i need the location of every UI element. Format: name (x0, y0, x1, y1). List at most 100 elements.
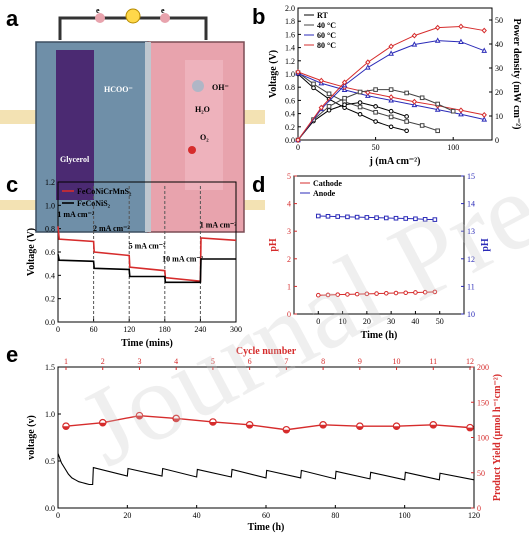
data-point (411, 101, 418, 108)
data-point (422, 289, 428, 295)
y-tick-label: 0.0 (285, 136, 295, 145)
current-density-label: 1 mA cm⁻² (57, 210, 94, 219)
h2o-label: H₂O (195, 105, 210, 114)
y2-tick-label: 0 (477, 504, 481, 513)
data-point (318, 104, 324, 111)
data-point (458, 38, 464, 44)
data-point (393, 426, 400, 430)
x2-tick-label: 5 (211, 357, 215, 366)
data-point (432, 289, 438, 295)
data-point (283, 429, 290, 433)
x-tick-label: 60 (90, 325, 98, 334)
x-axis-title: Time (h) (361, 330, 398, 341)
data-point (393, 215, 399, 221)
x-tick-label: 100 (399, 511, 411, 520)
data-point (136, 415, 143, 419)
lightbulb-icon (125, 8, 141, 24)
current-density-label: 2 mA cm⁻² (93, 224, 130, 233)
data-point (172, 418, 180, 422)
data-point (411, 32, 418, 39)
y-tick-label: 0.0 (45, 504, 55, 513)
o2-label: O₂ (200, 133, 209, 142)
x2-tick-label: 10 (393, 357, 401, 366)
x-tick-label: 120 (468, 511, 480, 520)
data-point (432, 217, 438, 222)
y2-tick-label: 20 (495, 88, 503, 97)
y2-axis-title: Product Yield (μmol h⁻¹cm⁻²) (492, 374, 503, 501)
y-tick-label: 1.6 (285, 30, 295, 39)
data-point (481, 47, 488, 53)
data-point (315, 292, 321, 298)
data-point (374, 291, 379, 296)
data-point (325, 292, 331, 298)
x-tick-label: 20 (363, 317, 371, 326)
plot-frame (293, 175, 465, 315)
x2-tick-label: 3 (137, 357, 141, 366)
x-tick-label: 80 (331, 511, 339, 520)
electron-label: e (161, 6, 165, 15)
y-tick-label: 1.4 (285, 44, 295, 53)
data-point (99, 422, 106, 426)
data-point (411, 98, 418, 105)
data-point (413, 290, 418, 295)
x2-tick-label: 7 (284, 357, 288, 366)
data-point (295, 137, 301, 143)
current-density-label: 1 mA cm⁻² (200, 221, 237, 230)
legend-label: RT (317, 11, 328, 20)
x2-tick-label: 1 (64, 357, 68, 366)
electron-label: e (96, 6, 100, 15)
x2-tick-label: 11 (429, 357, 437, 366)
data-point (326, 107, 332, 113)
data-point (435, 24, 441, 31)
membrane (145, 42, 151, 232)
panel-letter-d: d (252, 172, 265, 197)
y-tick-label: 0.4 (45, 271, 55, 280)
x-tick-label: 120 (123, 325, 135, 334)
series-line (65, 414, 471, 431)
data-point (419, 123, 425, 128)
data-point (356, 426, 364, 430)
y-tick-label: 4 (287, 200, 291, 209)
series-line (297, 72, 438, 132)
data-point (435, 128, 440, 134)
data-point (422, 217, 428, 222)
data-point (388, 43, 394, 50)
data-point (357, 100, 363, 105)
x2-tick-label: 6 (248, 357, 252, 366)
y-tick-label: 2 (287, 255, 291, 264)
legend-label: FeCoNiS₂ (77, 199, 111, 208)
data-point (403, 216, 409, 221)
legend-label: 80 °C (317, 41, 336, 50)
data-point (388, 50, 394, 56)
x-tick-label: 0 (316, 317, 320, 326)
series-line (57, 453, 475, 486)
y-tick-label: 0.6 (45, 248, 55, 257)
y-tick-label: 0.2 (45, 295, 55, 304)
x2-tick-label: 4 (174, 357, 178, 366)
y-tick-label: 1.5 (45, 363, 55, 372)
x-tick-label: 50 (372, 143, 380, 152)
data-point (383, 215, 389, 221)
data-point (458, 110, 464, 117)
data-point (345, 214, 350, 220)
electrolyzer-schematic: e e HCOO⁻ Glycerol OH⁻ H₂O O₂ (0, 6, 265, 233)
y2-tick-label: 10 (467, 310, 475, 319)
y2-tick-label: 50 (477, 469, 485, 478)
data-point (435, 101, 440, 107)
x2-tick-label: 12 (466, 357, 474, 366)
x-tick-label: 180 (159, 325, 171, 334)
y-axis-title: voltage (v) (26, 415, 37, 460)
x-tick-label: 0 (56, 511, 60, 520)
y-tick-label: 1.2 (285, 57, 295, 66)
data-point (365, 59, 371, 66)
panel-letter-b: b (252, 4, 265, 29)
x-tick-label: 30 (387, 317, 395, 326)
electron-icon (95, 13, 105, 23)
data-point (325, 213, 331, 219)
data-point (388, 124, 394, 130)
data-point (434, 106, 441, 112)
data-point (393, 290, 399, 296)
data-point (295, 69, 301, 75)
legend-label: 60 °C (317, 31, 336, 40)
